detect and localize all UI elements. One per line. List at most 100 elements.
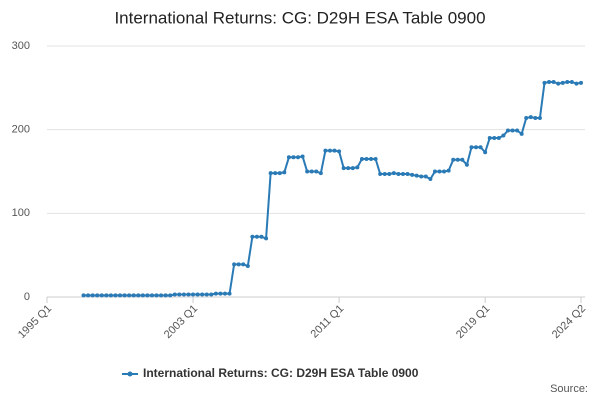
data-point: [218, 291, 223, 296]
data-point: [524, 115, 529, 120]
data-point: [556, 81, 561, 86]
data-point: [286, 155, 291, 160]
data-point: [378, 172, 383, 177]
data-point: [455, 157, 460, 162]
data-point: [318, 171, 323, 176]
data-point: [277, 171, 282, 176]
data-point: [163, 293, 168, 298]
data-point: [496, 136, 501, 141]
data-point: [396, 172, 401, 177]
data-point: [90, 293, 95, 298]
data-point: [391, 171, 396, 176]
data-point: [282, 170, 287, 175]
data-point: [382, 172, 387, 177]
data-point: [401, 172, 405, 177]
data-point: [118, 293, 123, 298]
data-point: [346, 166, 351, 171]
data-point: [323, 148, 328, 153]
data-point: [186, 292, 191, 297]
data-point: [474, 145, 479, 150]
data-point: [414, 173, 419, 178]
data-point: [369, 156, 374, 161]
x-tick-label: 2019 Q1: [454, 303, 492, 341]
data-point: [122, 293, 127, 298]
y-tick-label: 300: [12, 40, 30, 52]
data-point: [442, 169, 447, 174]
data-point: [113, 293, 118, 298]
data-point: [451, 157, 456, 162]
data-point: [81, 293, 86, 298]
x-tick-label: 2003 Q1: [162, 303, 200, 341]
data-point: [341, 166, 346, 171]
data-point: [565, 79, 570, 84]
data-point: [446, 168, 451, 173]
data-point: [168, 293, 173, 298]
data-point: [547, 79, 552, 84]
data-point: [232, 262, 237, 267]
data-point: [519, 131, 524, 136]
data-point: [259, 234, 264, 239]
data-point: [309, 169, 314, 174]
data-point: [145, 293, 150, 298]
data-point: [510, 128, 515, 133]
data-point: [337, 149, 342, 154]
data-point: [136, 293, 141, 298]
y-tick-label: 0: [24, 291, 30, 303]
data-point: [537, 115, 542, 120]
data-point: [204, 292, 209, 297]
legend-label: International Returns: CG: D29H ESA Tabl…: [143, 366, 419, 380]
chart-title: International Returns: CG: D29H ESA Tabl…: [114, 8, 485, 27]
data-point: [423, 174, 428, 179]
data-point: [300, 154, 305, 159]
data-point: [314, 169, 319, 174]
data-point: [200, 292, 205, 297]
data-point: [501, 133, 506, 138]
data-point: [483, 150, 488, 155]
data-point: [268, 171, 273, 176]
data-point: [487, 136, 492, 141]
data-point: [364, 156, 369, 161]
data-point: [140, 293, 145, 298]
data-point: [478, 145, 483, 150]
data-point: [359, 156, 364, 161]
data-point: [574, 81, 579, 86]
data-point: [149, 293, 154, 298]
data-point: [533, 115, 538, 120]
data-point: [241, 262, 246, 267]
data-point: [99, 293, 104, 298]
data-point: [273, 171, 278, 176]
data-point: [332, 148, 337, 153]
data-point: [492, 136, 497, 141]
data-point: [350, 166, 355, 171]
data-point: [515, 128, 520, 133]
data-point: [245, 264, 250, 269]
data-point: [223, 291, 227, 296]
data-point: [460, 157, 465, 162]
data-point: [410, 172, 415, 177]
data-point: [528, 115, 533, 120]
data-point: [108, 293, 113, 298]
data-point: [227, 291, 232, 296]
data-point: [195, 292, 200, 297]
data-point: [437, 169, 442, 174]
y-tick-label: 200: [12, 124, 30, 136]
data-point: [86, 293, 91, 298]
data-point: [131, 293, 136, 298]
data-point: [209, 292, 214, 297]
x-tick-label: 1995 Q1: [16, 303, 54, 341]
data-point: [264, 236, 269, 241]
legend-marker: [127, 371, 133, 377]
data-point: [464, 162, 469, 167]
data-point: [432, 169, 437, 174]
data-point: [127, 293, 132, 298]
y-tick-label: 100: [12, 207, 30, 219]
data-point: [387, 172, 392, 177]
data-point: [355, 165, 360, 170]
data-point: [505, 128, 510, 133]
data-point: [373, 156, 378, 161]
data-point: [191, 292, 196, 297]
data-point: [181, 292, 186, 297]
data-point: [291, 155, 296, 160]
data-point: [250, 234, 255, 239]
